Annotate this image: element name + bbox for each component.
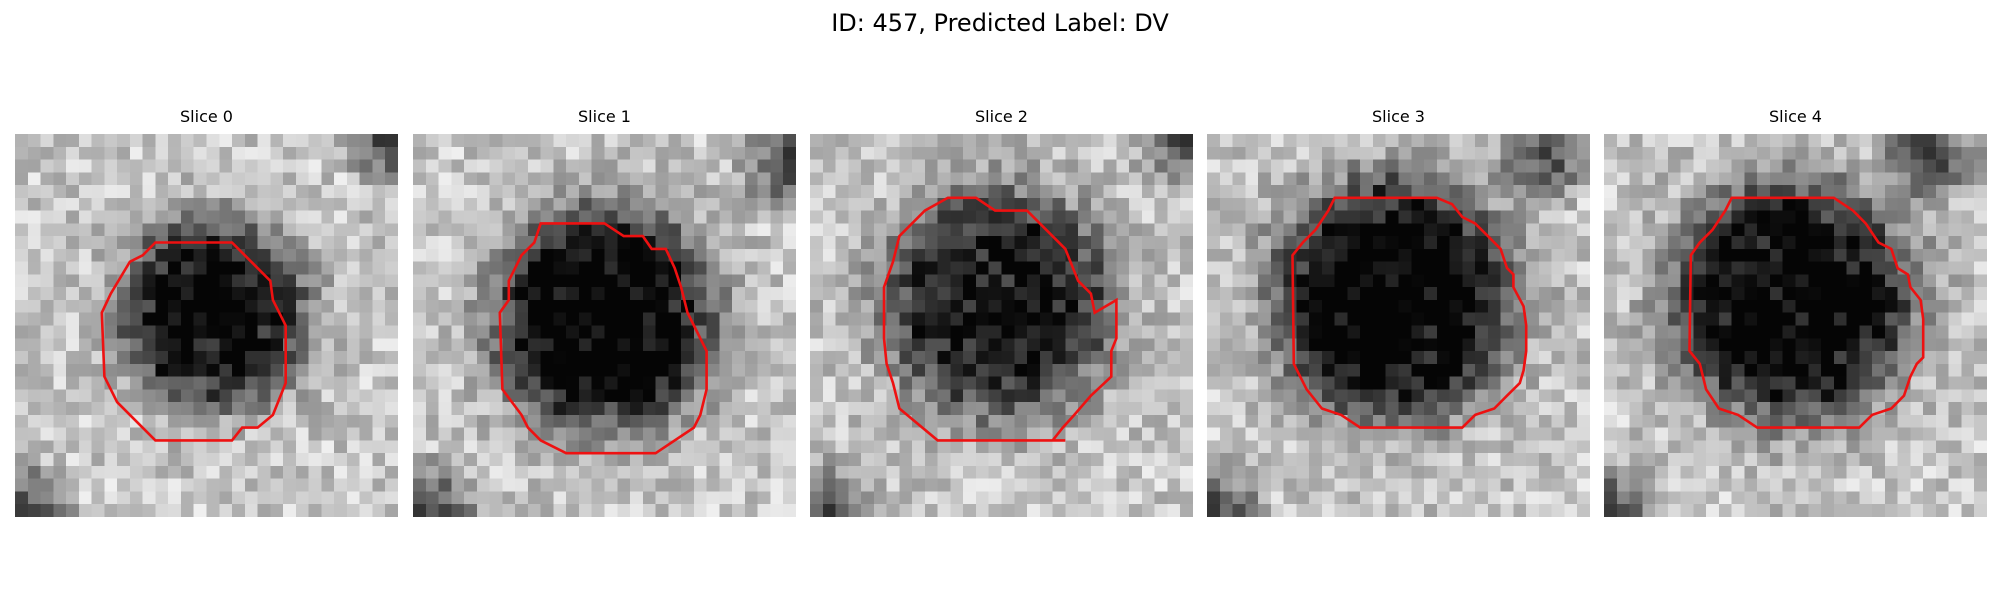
slice-title-3: Slice 3 — [1372, 107, 1425, 126]
slice-title-1: Slice 1 — [578, 107, 631, 126]
slice-title-0: Slice 0 — [180, 107, 233, 126]
contour-outline — [100, 241, 288, 442]
slice-image-3 — [1207, 134, 1590, 517]
slice-panel-4: Slice 4 — [1604, 106, 1987, 522]
slice-image-2 — [810, 134, 1193, 517]
slice-title-2: Slice 2 — [975, 107, 1028, 126]
slice-panel-2: Slice 2 — [810, 106, 1193, 522]
figure-title: ID: 457, Predicted Label: DV — [831, 9, 1169, 37]
pixel-grid — [1604, 134, 1987, 517]
contour-outline — [1291, 196, 1528, 429]
slice-image-1 — [413, 134, 796, 517]
pixel-grid — [1207, 134, 1590, 517]
slice-panel-1: Slice 1 — [413, 106, 796, 522]
contour-outline — [498, 222, 708, 455]
slice-panel-3: Slice 3 — [1207, 106, 1590, 522]
pixel-grid — [15, 134, 398, 517]
slice-panel-0: Slice 0 — [15, 106, 398, 522]
slice-image-0 — [15, 134, 398, 517]
contour-outline — [882, 196, 1118, 442]
contour-outline — [1688, 196, 1925, 429]
pixel-grid — [810, 134, 1193, 517]
slice-title-4: Slice 4 — [1769, 107, 1822, 126]
pixel-grid — [413, 134, 796, 517]
slice-image-4 — [1604, 134, 1987, 517]
